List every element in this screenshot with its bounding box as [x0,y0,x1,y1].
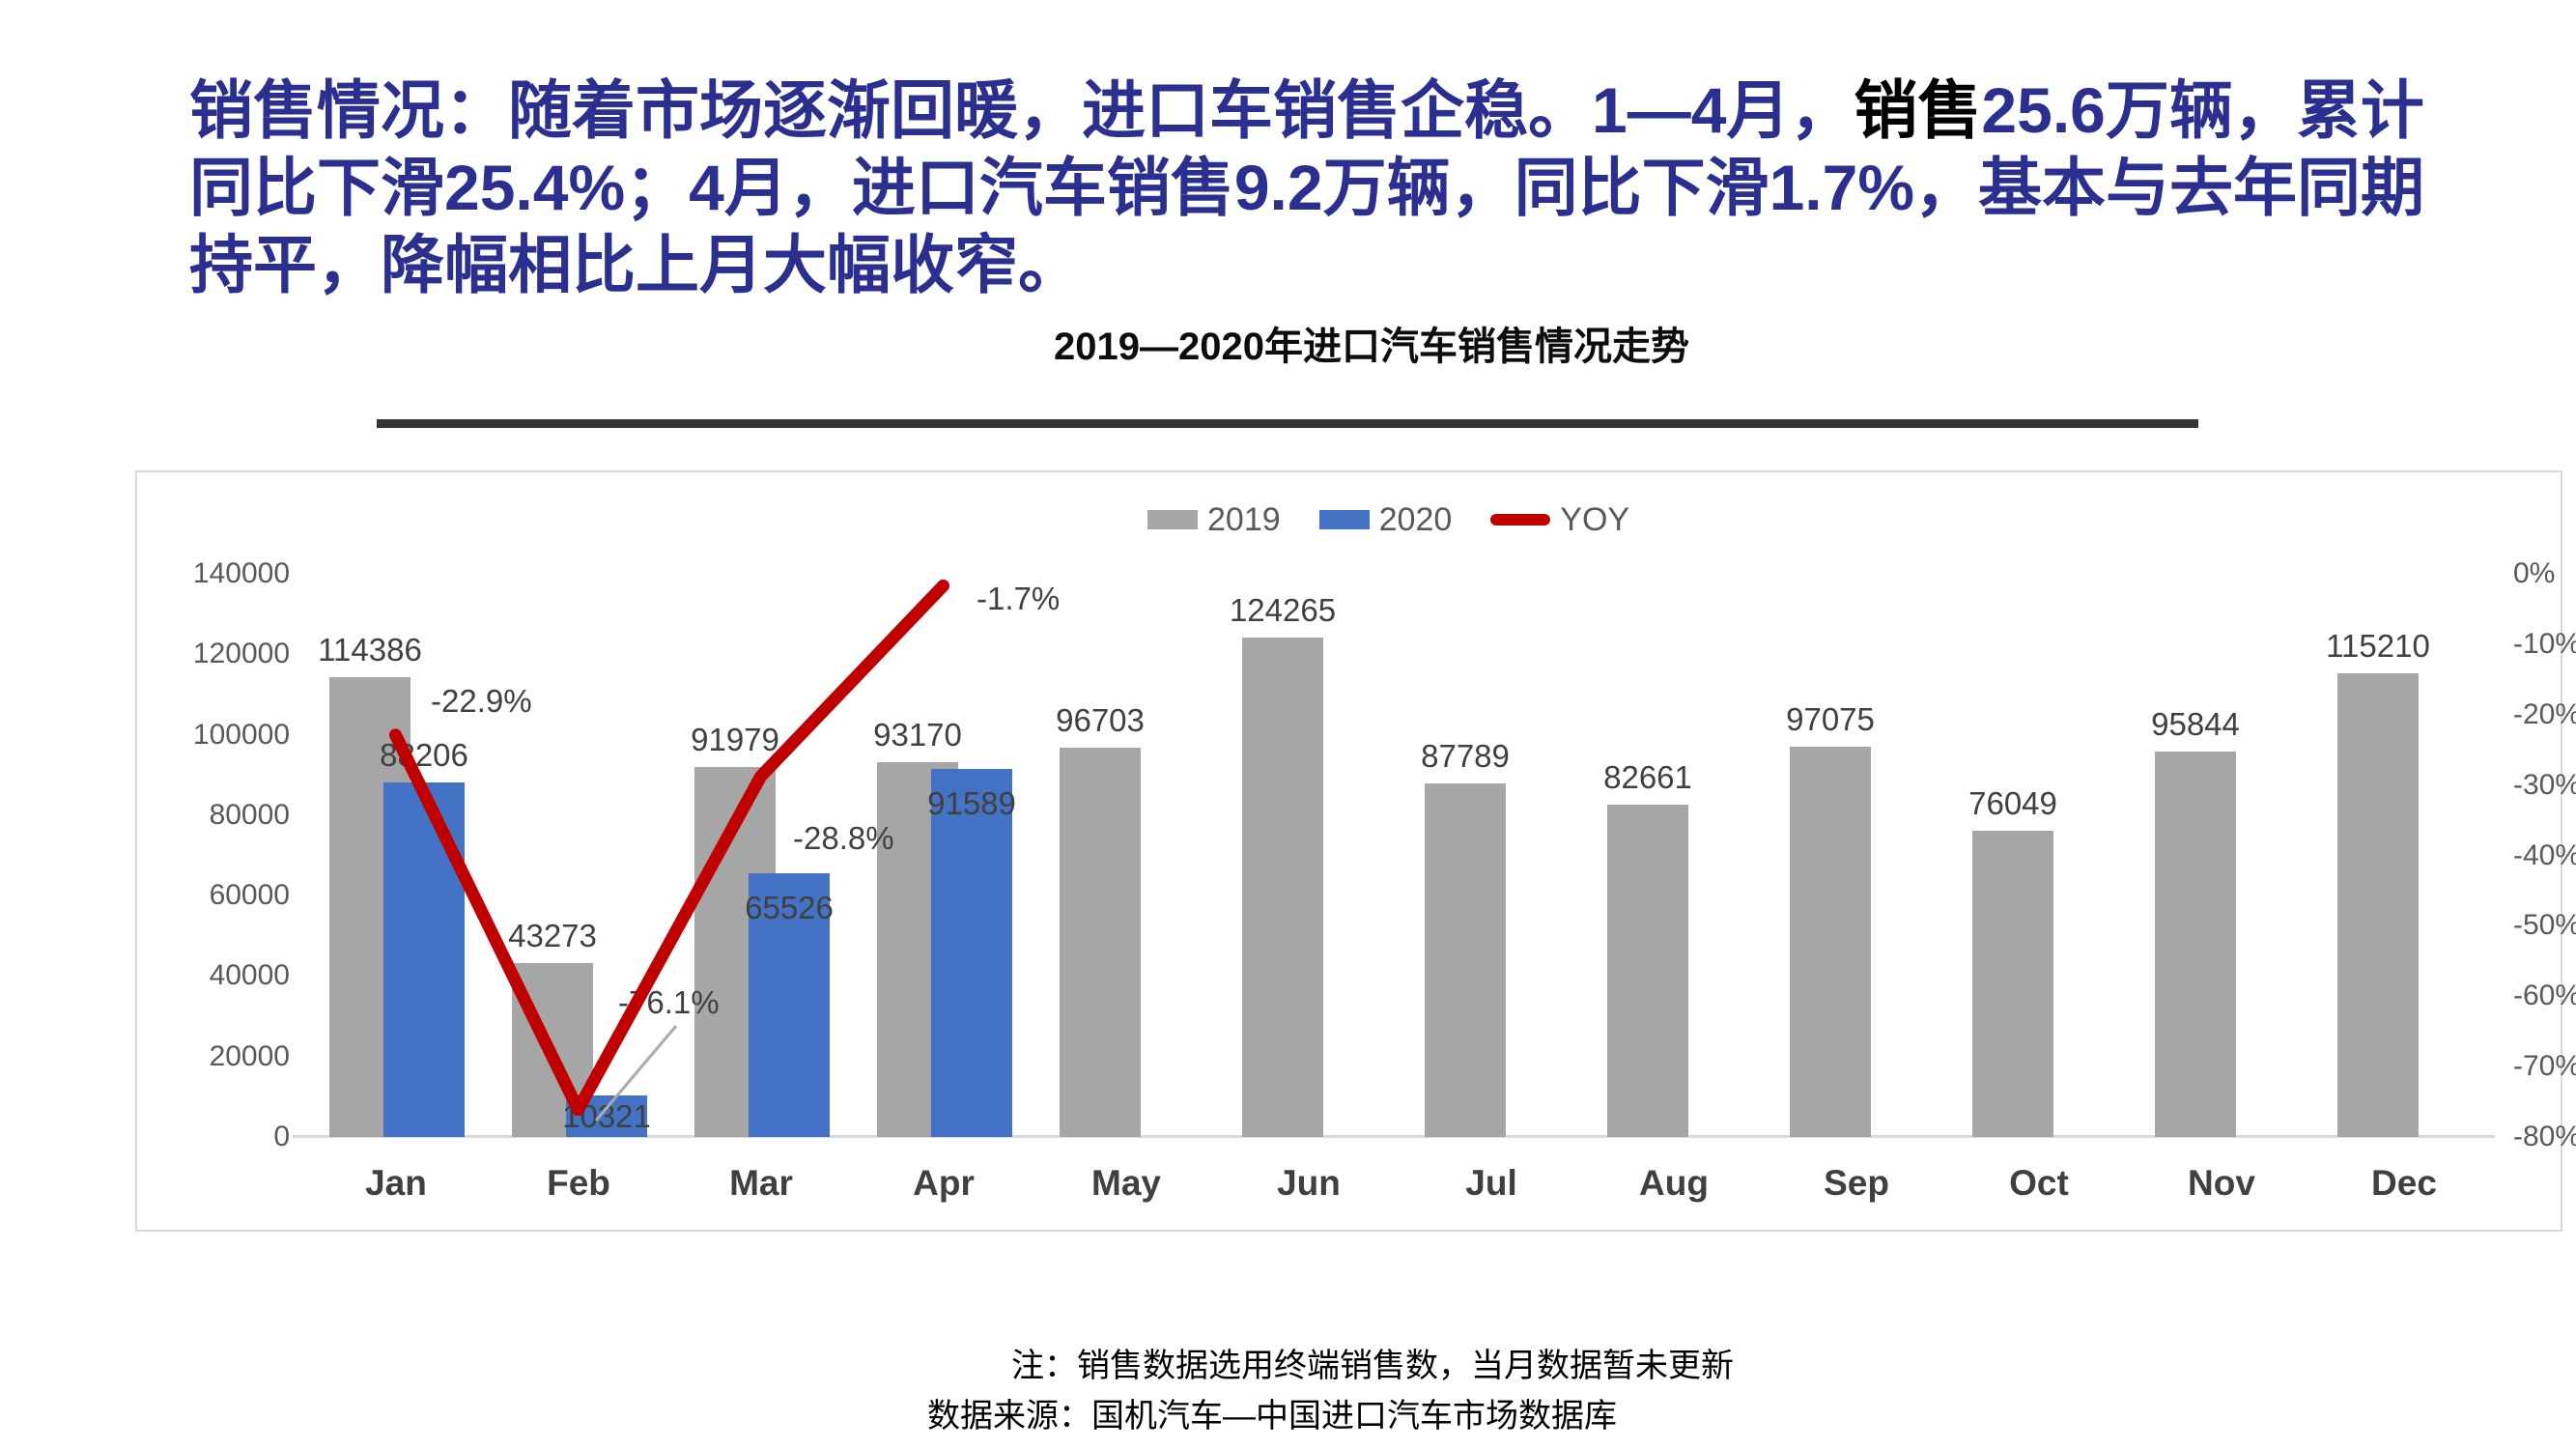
x-axis-label: Apr [913,1163,975,1203]
bar-2020-Jan [383,782,465,1137]
bar-2019-Dec [2337,673,2419,1137]
bar-value-2019: 115210 [2326,628,2430,664]
legend-swatch [1318,510,1370,529]
x-axis-label: Nov [2188,1163,2255,1203]
bar-value-2020: 65526 [745,890,834,925]
bar-value-2019: 114386 [318,632,422,668]
title-segment: 25.6万辆，累计同比下滑25.4%；4月，进口汽车销售9.2万辆，同比下滑1.… [189,74,2425,300]
legend-swatch [1147,510,1198,529]
title-segment: 销售情况：随着市场逐渐回暖，进口车销售企稳。1—4月， [189,74,1854,146]
page-title: 销售情况：随着市场逐渐回暖，进口车销售企稳。1—4月，销售25.6万辆，累计同比… [189,71,2440,303]
x-axis-line [293,1135,2495,1138]
legend-item-2020: 2020 [1318,500,1453,539]
x-axis-label: Dec [2371,1163,2437,1203]
x-axis-label: Sep [1824,1163,1889,1203]
x-axis-label: May [1091,1163,1161,1203]
bar-2019-Sep [1790,747,1871,1137]
bar-2020-Apr [931,769,1012,1137]
x-axis-label: Jan [365,1163,427,1203]
bar-2019-Jul [1425,783,1506,1137]
y-axis-tick-primary: 120000 [192,638,290,669]
bar-value-2019: 82661 [1603,759,1692,795]
bar-value-2019: 96703 [1056,702,1145,738]
legend-item-yoy: YOY [1490,501,1629,539]
y-axis-tick-primary: 60000 [209,879,290,911]
y-axis-tick-primary: 0 [273,1121,290,1152]
bar-value-2019: 43273 [508,918,597,953]
legend-item-2019: 2019 [1147,501,1281,539]
legend-label: YOY [1560,500,1630,538]
chart-title: 2019—2020年进口汽车销售情况走势 [1054,326,1689,368]
x-axis-label: Oct [2009,1163,2069,1203]
yoy-label: -1.7% [977,581,1061,616]
yoy-label: -22.9% [431,683,532,719]
bar-value-2019: 76049 [1968,785,2057,821]
x-axis-label: Jun [1277,1163,1341,1203]
footnote-note: 注：销售数据选用终端销售数，当月数据暂未更新 [1011,1348,1734,1384]
bar-value-2019: 124265 [1229,592,1337,628]
y-axis-tick-secondary: 0% [2513,557,2556,589]
bar-value-2019: 87789 [1421,738,1510,774]
y-axis-tick-primary: 100000 [192,719,290,751]
bar-value-2020: 88206 [380,737,468,773]
y-axis-tick-secondary: -80% [2513,1121,2576,1152]
y-axis-tick-secondary: -10% [2513,628,2576,660]
y-axis-tick-secondary: -50% [2513,909,2576,941]
bar-2019-Oct [1972,831,2053,1137]
chart-legend: 2019 2020 YOY [1147,498,1629,541]
legend-label: 2020 [1378,500,1453,538]
y-axis-tick-secondary: -70% [2513,1050,2576,1082]
chart-title-underline [377,419,2198,428]
legend-swatch [1490,514,1551,526]
footnote-source: 数据来源：国机汽车—中国进口汽车市场数据库 [927,1398,1617,1435]
legend-label: 2019 [1207,500,1281,538]
y-axis-tick-primary: 140000 [192,557,290,589]
bar-value-2020: 91589 [927,785,1016,821]
x-axis-label: Aug [1639,1163,1709,1203]
y-axis-tick-primary: 40000 [209,959,290,991]
bar-value-2019: 97075 [1786,701,1875,737]
bar-2019-May [1060,748,1141,1137]
yoy-label: -28.8% [793,820,894,856]
y-axis-tick-secondary: -30% [2513,769,2576,801]
x-axis-label: Feb [547,1163,610,1203]
y-axis-tick-secondary: -60% [2513,980,2576,1011]
y-axis-tick-secondary: -40% [2513,839,2576,871]
title-segment: 销售 [1854,74,1982,146]
bar-2019-Jun [1242,638,1323,1137]
y-axis-tick-secondary: -20% [2513,698,2576,730]
bar-2019-Nov [2155,752,2236,1137]
bar-value-2020: 10321 [562,1098,651,1134]
y-axis-tick-primary: 80000 [209,799,290,831]
x-axis-label: Jul [1465,1163,1517,1203]
y-axis-tick-primary: 20000 [209,1040,290,1072]
yoy-label: -76.1% [618,984,720,1020]
x-axis-label: Mar [729,1163,793,1203]
bar-value-2019: 95844 [2151,706,2240,742]
bar-2019-Aug [1607,805,1688,1137]
